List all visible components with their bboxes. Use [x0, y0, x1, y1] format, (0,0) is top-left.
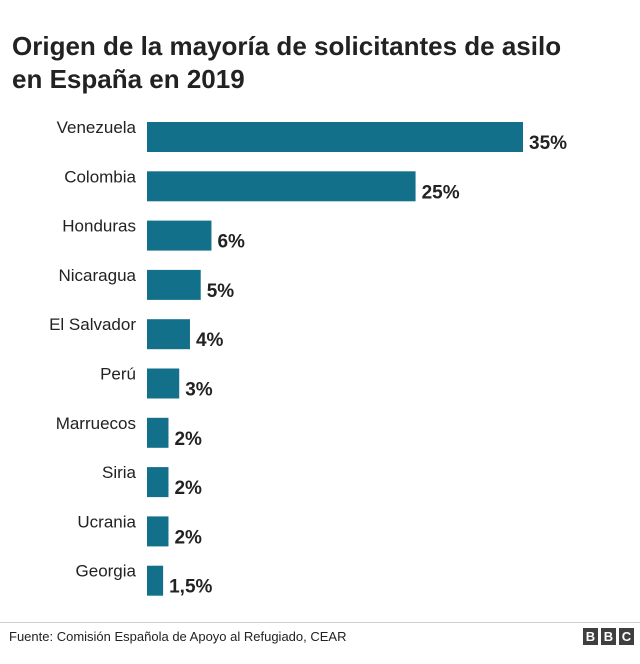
category-label: Nicaragua [59, 266, 137, 285]
category-label: Colombia [64, 167, 136, 186]
category-label: El Salvador [49, 315, 136, 334]
value-label: 2% [174, 527, 202, 548]
footer-divider [0, 622, 640, 623]
category-label: Siria [102, 463, 137, 482]
bar [147, 171, 416, 202]
value-label: 1,5% [169, 577, 212, 598]
category-label: Perú [100, 365, 136, 384]
chart-title: Origen de la mayoría de solicitantes de … [12, 30, 632, 96]
bar [147, 220, 212, 251]
bar [147, 122, 523, 152]
bar [147, 516, 169, 547]
bbc-logo-letter-2: B [601, 628, 616, 645]
value-label: 5% [207, 281, 235, 302]
bbc-logo: B B C [583, 628, 634, 645]
category-label: Honduras [62, 217, 136, 236]
bar [147, 319, 190, 350]
category-label: Ucrania [77, 512, 136, 531]
value-label: 2% [174, 478, 202, 499]
chart-title-line-2: en España en 2019 [12, 64, 245, 94]
category-label: Georgia [76, 562, 137, 581]
bar [147, 467, 169, 498]
value-label: 6% [217, 232, 245, 253]
category-label: Venezuela [57, 118, 137, 137]
bar [147, 269, 201, 300]
value-label: 3% [185, 380, 213, 401]
value-label: 35% [529, 133, 567, 154]
source-note: Fuente: Comisión Española de Apoyo al Re… [9, 629, 347, 644]
bar-chart: Venezuela 35% Colombia 25% Honduras 6% Nicarag… [49, 118, 567, 598]
category-label: Marruecos [56, 414, 136, 433]
bbc-logo-letter-1: B [583, 628, 598, 645]
chart-title-line-1: Origen de la mayoría de solicitantes de … [12, 31, 562, 61]
bar [147, 565, 164, 596]
value-label: 2% [174, 429, 202, 450]
bar [147, 368, 180, 399]
bbc-logo-letter-3: C [619, 628, 634, 645]
value-label: 4% [196, 330, 224, 351]
value-label: 25% [422, 182, 460, 203]
bar [147, 417, 169, 448]
